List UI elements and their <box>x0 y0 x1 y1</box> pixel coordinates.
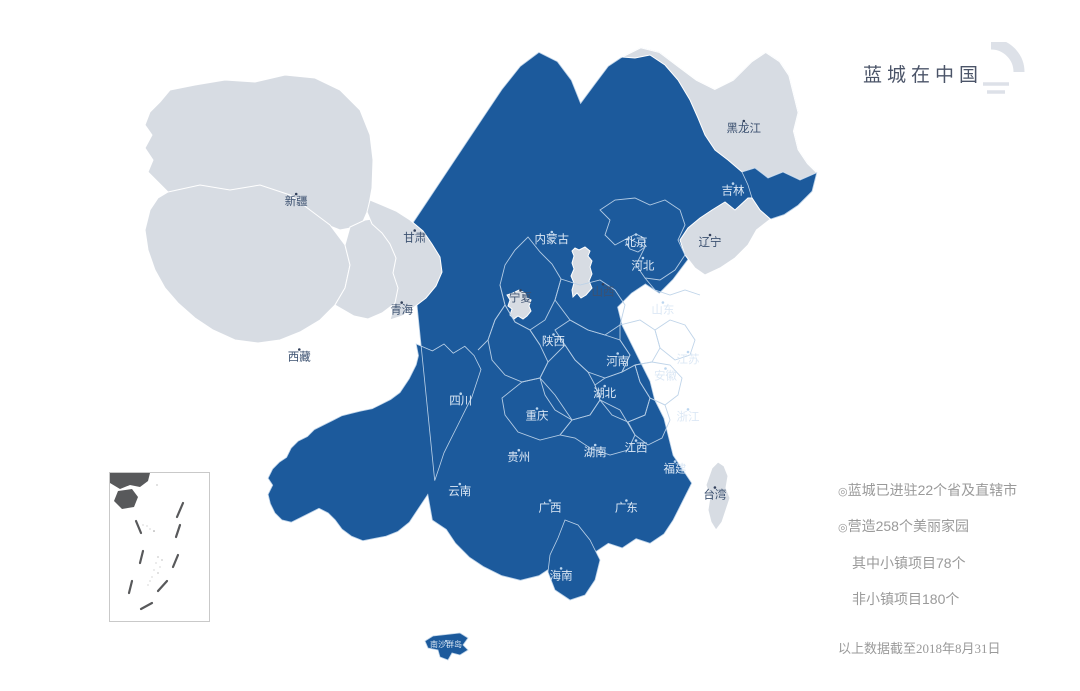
svg-text:福建: 福建 <box>664 462 687 476</box>
svg-text:广东: 广东 <box>615 502 638 515</box>
svg-text:黑龙江: 黑龙江 <box>727 122 762 135</box>
svg-text:四川: 四川 <box>449 395 472 408</box>
svg-text:山西: 山西 <box>592 285 615 298</box>
svg-text:湖南: 湖南 <box>584 445 607 459</box>
svg-text:新疆: 新疆 <box>285 194 308 208</box>
svg-text:浙江: 浙江 <box>677 410 700 423</box>
svg-text:青海: 青海 <box>390 303 413 317</box>
svg-text:宁夏: 宁夏 <box>509 290 532 304</box>
svg-text:甘肃: 甘肃 <box>403 232 426 245</box>
svg-text:辽宁: 辽宁 <box>699 235 722 249</box>
svg-text:河南: 河南 <box>606 354 629 368</box>
svg-text:陕西: 陕西 <box>542 334 565 348</box>
svg-text:江苏: 江苏 <box>677 353 700 366</box>
svg-text:内蒙古: 内蒙古 <box>535 232 570 246</box>
svg-text:贵州: 贵州 <box>507 451 530 464</box>
svg-text:江西: 江西 <box>625 442 648 455</box>
svg-text:南沙群岛: 南沙群岛 <box>430 639 462 649</box>
svg-text:云南: 云南 <box>448 484 471 498</box>
svg-text:山东: 山东 <box>651 304 674 317</box>
svg-text:台湾: 台湾 <box>703 488 726 502</box>
svg-text:安徽: 安徽 <box>654 369 677 383</box>
svg-text:湖北: 湖北 <box>593 386 616 400</box>
svg-text:重庆: 重庆 <box>526 409 549 423</box>
svg-text:吉林: 吉林 <box>722 184 745 198</box>
svg-text:北京: 北京 <box>625 235 648 249</box>
svg-text:广西: 广西 <box>539 502 562 515</box>
svg-text:海南: 海南 <box>550 568 573 582</box>
svg-text:西藏: 西藏 <box>288 351 311 364</box>
svg-text:河北: 河北 <box>631 259 654 272</box>
